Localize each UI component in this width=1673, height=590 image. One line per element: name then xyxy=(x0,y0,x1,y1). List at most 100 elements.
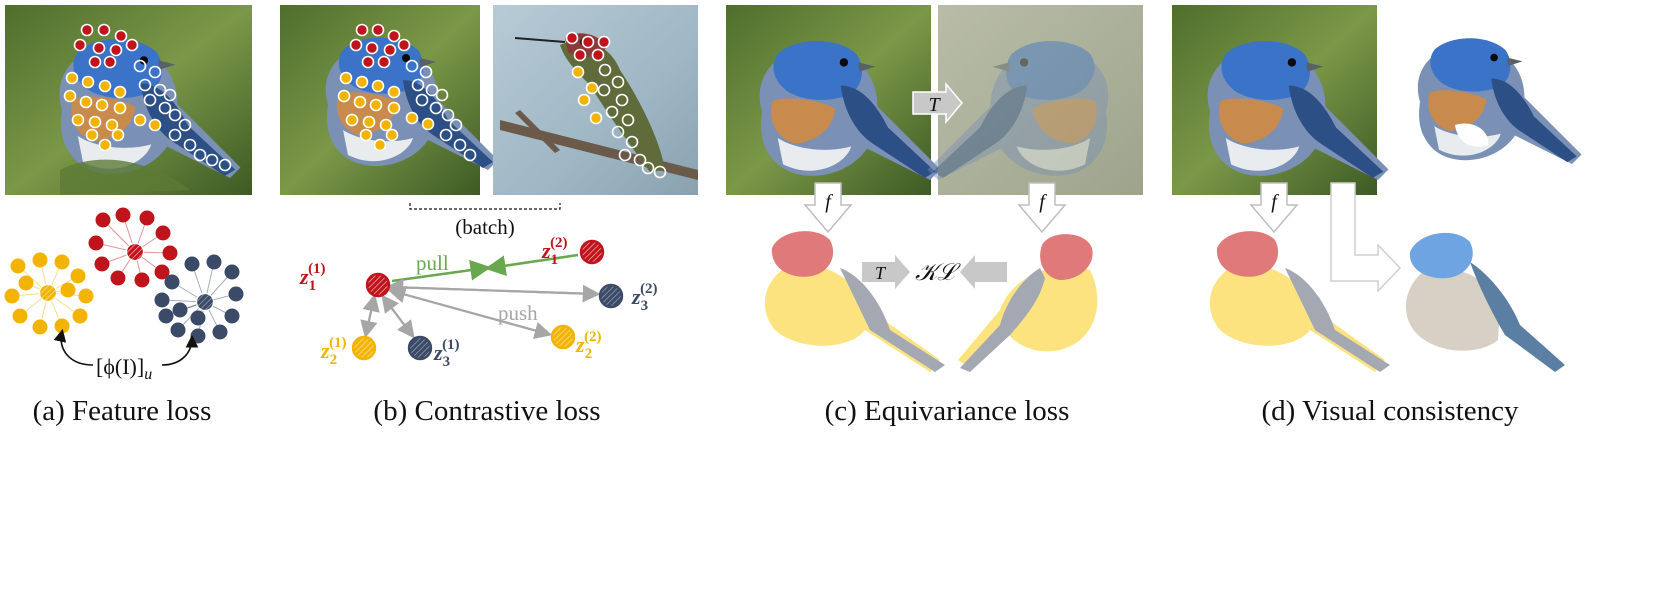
keypoint-dot xyxy=(405,59,419,73)
feature-dot xyxy=(228,286,244,302)
keypoint-dot xyxy=(125,38,139,52)
keypoint-dot xyxy=(88,55,102,69)
keypoint-dot xyxy=(571,65,585,79)
t-transform-arrow: T xyxy=(912,81,963,125)
keypoint-dot xyxy=(397,38,411,52)
feature-dot xyxy=(134,272,150,288)
feature-dot xyxy=(154,264,170,280)
keypoint-dot xyxy=(109,43,123,57)
kl-left-arrow xyxy=(960,255,1007,289)
feature-dot xyxy=(88,235,104,251)
feature-dot xyxy=(78,288,94,304)
keypoint-dot xyxy=(103,55,117,69)
kl-label: 𝒦ℒ xyxy=(915,260,961,286)
keypoint-dot xyxy=(383,43,397,57)
push-label: push xyxy=(498,301,538,325)
keypoint-dot xyxy=(355,23,369,37)
keypoint-dot xyxy=(193,148,207,162)
keypoint-dot xyxy=(63,89,77,103)
feature-dot xyxy=(115,207,131,223)
photo-bird-b1 xyxy=(280,5,498,195)
embedding-node xyxy=(351,335,377,361)
keypoint-dot xyxy=(387,85,401,99)
keypoint-dot xyxy=(387,101,401,115)
embedding-node xyxy=(598,283,624,309)
svg-text:f: f xyxy=(1039,191,1047,213)
pull-arrow xyxy=(484,253,579,277)
keypoint-dot xyxy=(421,117,435,131)
push-arrow xyxy=(381,294,413,336)
feature-dot xyxy=(155,225,171,241)
keypoint-dot xyxy=(81,75,95,89)
keypoint-dot xyxy=(92,41,106,55)
panel-a: [ϕ(I)]u (a) Feature loss xyxy=(4,5,252,427)
keypoint-dot xyxy=(359,128,373,142)
feature-dot xyxy=(54,254,70,270)
keypoint-dot xyxy=(133,113,147,127)
keypoint-dot xyxy=(371,23,385,37)
panel-d: f (d) Visual consistency xyxy=(1172,5,1582,427)
keypoint-dot xyxy=(653,165,667,179)
keypoint-dot xyxy=(589,111,603,125)
keypoint-dot xyxy=(95,98,109,112)
keypoint-dot xyxy=(439,128,453,142)
keypoint-dots-a xyxy=(63,23,232,172)
keypoint-dot xyxy=(425,83,439,97)
keypoint-dot xyxy=(573,48,587,62)
keypoint-dot xyxy=(205,153,219,167)
keypoint-dot xyxy=(349,38,363,52)
keypoint-dot xyxy=(449,118,463,132)
keypoint-dot xyxy=(415,93,429,107)
svg-text:T: T xyxy=(928,94,941,116)
push-arrow xyxy=(362,293,380,335)
keypoint-dot xyxy=(148,65,162,79)
feature-dot xyxy=(110,270,126,286)
keypoint-dot xyxy=(371,79,385,93)
cutout-bird-d xyxy=(1417,38,1582,165)
feature-dot xyxy=(206,254,222,270)
keypoint-dot xyxy=(80,23,94,37)
keypoint-dot xyxy=(158,101,172,115)
feature-dot xyxy=(170,322,186,338)
keypoint-dot xyxy=(577,93,591,107)
feature-dot xyxy=(60,282,76,298)
keypoint-dot xyxy=(597,83,611,97)
feature-dot xyxy=(32,252,48,268)
keypoint-dot xyxy=(143,93,157,107)
keypoint-dot xyxy=(133,59,147,73)
keypoint-dot xyxy=(463,148,477,162)
keypoint-dot xyxy=(605,105,619,119)
keypoint-dot xyxy=(453,138,467,152)
keypoint-dot xyxy=(85,128,99,142)
feature-dot xyxy=(32,319,48,335)
keypoint-dot xyxy=(565,31,579,45)
keypoint-dot xyxy=(621,113,635,127)
elbow-arrow-d xyxy=(1330,182,1402,293)
keypoint-dot xyxy=(111,128,125,142)
feature-dot xyxy=(162,245,178,261)
keypoint-dot xyxy=(79,95,93,109)
feature-dot xyxy=(212,324,228,340)
keypoint-dot xyxy=(365,41,379,55)
keypoint-dot xyxy=(71,113,85,127)
feature-dot xyxy=(72,308,88,324)
keypoint-dots-b xyxy=(337,23,667,179)
batch-label: (batch) xyxy=(455,215,514,239)
feature-clusters xyxy=(4,207,244,344)
keypoint-dot xyxy=(339,71,353,85)
node-label: z3(1) xyxy=(433,337,460,370)
node-label: z2(2) xyxy=(575,329,602,362)
keypoint-dot xyxy=(337,89,351,103)
keypoint-dot xyxy=(611,75,625,89)
node-label: z1(2) xyxy=(541,235,568,268)
feature-dot xyxy=(139,210,155,226)
photo-hummingbird xyxy=(493,5,698,195)
svg-text:f: f xyxy=(825,191,833,213)
part-mask-c1 xyxy=(764,231,945,372)
keypoint-dot xyxy=(369,98,383,112)
feature-dot xyxy=(94,256,110,272)
f-arrow-d: f xyxy=(1249,182,1299,234)
keypoint-dot xyxy=(345,113,359,127)
contrastive-graph: z1(1) z1(2) z3(2) z2(1) z3(1) z2(2) pull push xyxy=(299,235,658,370)
keypoint-dot xyxy=(73,38,87,52)
